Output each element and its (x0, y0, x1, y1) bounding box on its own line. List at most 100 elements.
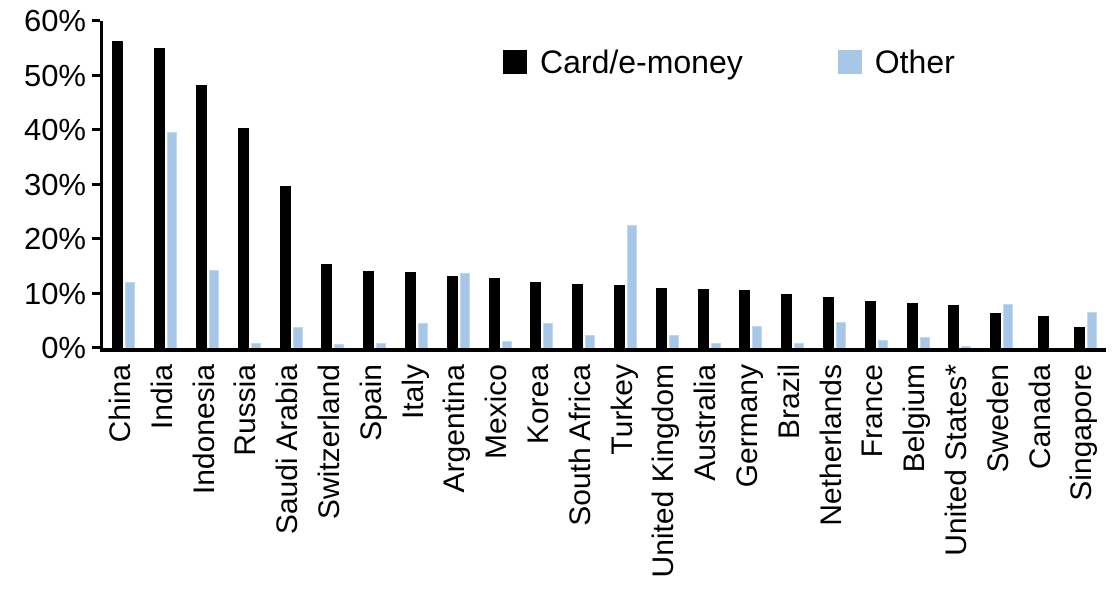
bar-group-india (145, 21, 187, 348)
x-label: United Kingdom (647, 364, 681, 578)
bar-other-argentina (459, 272, 470, 348)
x-axis-line (100, 348, 1106, 352)
bar-card-e-money-canada (1037, 315, 1049, 348)
y-tick-label: 40% (23, 112, 86, 148)
bar-card-e-money-saudi-arabia (279, 186, 291, 348)
x-label-col-italy: Italy (393, 364, 435, 419)
bar-card-e-money-indonesia (195, 84, 207, 348)
bar-card-e-money-spain (363, 271, 375, 348)
bar-other-france (877, 339, 888, 348)
x-label-col-netherlands: Netherlands (811, 364, 853, 526)
bar-card-e-money-china (112, 41, 124, 348)
bar-other-australia (710, 342, 721, 348)
x-label-col-china: China (100, 364, 142, 442)
bar-other-spain (376, 343, 387, 348)
bar-card-e-money-sweden (990, 312, 1002, 348)
x-label: Canada (1023, 364, 1057, 470)
x-label: France (856, 364, 890, 458)
bars-row (103, 21, 1106, 348)
x-label-col-singapore: Singapore (1061, 364, 1103, 501)
bar-other-russia (250, 343, 261, 348)
bar-card-e-money-argentina (446, 275, 458, 348)
x-label: Spain (354, 364, 388, 441)
bar-group-switzerland (312, 21, 354, 348)
bar-other-singapore (1086, 312, 1097, 348)
x-label: Turkey (605, 364, 639, 455)
legend-swatch-card-e-money (503, 50, 527, 74)
bar-group-singapore (1064, 21, 1106, 348)
x-label: Russia (229, 364, 263, 456)
bar-group-mexico (479, 21, 521, 348)
bar-other-china (125, 281, 136, 348)
bar-group-netherlands (814, 21, 856, 348)
bar-group-saudi-arabia (270, 21, 312, 348)
x-label-col-saudi-arabia: Saudi Arabia (267, 364, 309, 534)
x-label-col-argentina: Argentina (434, 364, 476, 492)
x-label-col-belgium: Belgium (894, 364, 936, 472)
y-tick-mark (92, 128, 100, 132)
x-label: Mexico (480, 364, 514, 460)
bar-other-korea (543, 322, 554, 348)
y-tick-mark (92, 346, 100, 349)
x-label-col-sweden: Sweden (978, 364, 1020, 472)
y-tick-mark (92, 73, 100, 77)
y-tick-label: 60% (23, 3, 86, 38)
bar-card-e-money-united-kingdom (655, 288, 667, 348)
bar-group-south-africa (563, 21, 605, 348)
bar-group-belgium (897, 21, 939, 348)
bar-group-russia (228, 21, 270, 348)
bar-other-belgium (919, 337, 930, 348)
bar-card-e-money-south-africa (572, 284, 584, 348)
x-label: Saudi Arabia (271, 364, 305, 535)
bar-group-sweden (981, 21, 1023, 348)
bar-card-e-money-australia (697, 289, 709, 348)
bar-group-united-kingdom (646, 21, 688, 348)
x-label-col-canada: Canada (1020, 364, 1062, 469)
plot-area: 0% 10% 20% 30% 40% 50% 60% (24, 4, 1106, 365)
bar-other-sweden (1003, 304, 1014, 348)
x-label: Korea (522, 364, 556, 445)
bar-other-brazil (794, 342, 805, 348)
bar-other-united-states (961, 346, 972, 348)
x-label: Netherlands (814, 364, 848, 526)
x-label-col-india: India (142, 364, 184, 429)
x-label-col-brazil: Brazil (769, 364, 811, 439)
bar-other-united-kingdom (668, 335, 679, 348)
bar-other-indonesia (208, 269, 219, 348)
bar-group-spain (354, 21, 396, 348)
x-label-col-korea: Korea (518, 364, 560, 444)
x-label: United States* (940, 364, 974, 556)
y-tick-mark (92, 19, 100, 22)
y-tick-label: 20% (23, 221, 86, 257)
x-label-col-united-kingdom: United Kingdom (643, 364, 685, 577)
y-tick-label: 30% (23, 166, 86, 202)
x-label-col-russia: Russia (225, 364, 267, 456)
x-axis-labels: China India Indonesia Russia Saudi Arabia Swi… (100, 364, 1103, 577)
x-label-col-turkey: Turkey (602, 364, 644, 455)
bar-group-indonesia (187, 21, 229, 348)
legend-item-other: Other (837, 46, 955, 78)
bar-other-italy (417, 323, 428, 348)
x-label-col-united-states: United States* (936, 364, 978, 556)
x-label-col-indonesia: Indonesia (184, 364, 226, 494)
y-tick-mark (92, 237, 100, 241)
bar-card-e-money-netherlands (822, 297, 834, 348)
x-label: Brazil (772, 364, 806, 440)
legend-label-card-e-money: Card/e-money (540, 44, 743, 80)
y-tick-label: 10% (23, 275, 86, 311)
bar-group-germany (730, 21, 772, 348)
x-label-col-germany: Germany (727, 364, 769, 487)
x-label-col-switzerland: Switzerland (309, 364, 351, 519)
bar-other-india (167, 132, 178, 348)
bar-card-e-money-switzerland (321, 263, 333, 348)
bar-group-korea (521, 21, 563, 348)
bar-card-e-money-united-states (948, 304, 960, 348)
x-label-col-mexico: Mexico (476, 364, 518, 459)
y-tick-label: 50% (23, 57, 86, 93)
x-label-col-spain: Spain (351, 364, 393, 441)
bar-card-e-money-turkey (613, 284, 625, 348)
bar-card-e-money-russia (237, 127, 249, 348)
bar-group-australia (688, 21, 730, 348)
x-label: Belgium (898, 364, 932, 473)
